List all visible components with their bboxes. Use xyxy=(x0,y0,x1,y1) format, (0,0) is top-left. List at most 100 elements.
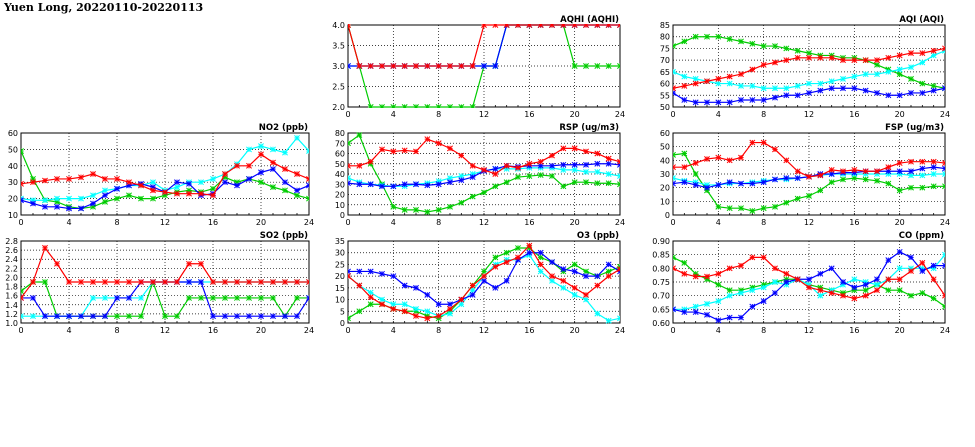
data-point xyxy=(908,158,914,165)
y-tick-label: 35 xyxy=(335,237,345,246)
data-point xyxy=(348,180,351,187)
x-tick-label: 24 xyxy=(615,326,625,335)
data-point xyxy=(919,289,926,296)
data-point xyxy=(862,168,869,175)
data-point xyxy=(447,145,453,152)
y-tick-label: 40 xyxy=(8,162,18,171)
data-point xyxy=(78,313,84,320)
data-point xyxy=(401,181,408,188)
data-point xyxy=(30,179,36,186)
y-tick-label: 50 xyxy=(660,143,670,152)
data-point xyxy=(942,251,945,258)
data-point xyxy=(21,180,24,187)
data-point xyxy=(198,279,204,285)
data-point xyxy=(594,310,601,317)
data-point xyxy=(469,282,476,289)
x-tick-label: 4 xyxy=(391,110,396,119)
series-line xyxy=(348,136,620,177)
data-point xyxy=(126,294,132,301)
data-point xyxy=(356,132,363,139)
data-point xyxy=(673,85,676,92)
data-point xyxy=(54,313,60,320)
x-tick-label: 24 xyxy=(304,326,314,335)
data-point xyxy=(526,249,533,256)
data-point xyxy=(258,179,264,186)
data-point xyxy=(222,313,228,320)
data-point xyxy=(840,57,846,64)
data-point xyxy=(560,266,567,273)
data-point xyxy=(583,273,589,280)
data-point xyxy=(413,63,419,69)
data-point xyxy=(210,313,216,320)
data-point xyxy=(681,82,688,89)
y-tick-label: 60 xyxy=(8,129,18,138)
data-point xyxy=(617,315,620,322)
data-point xyxy=(794,92,801,99)
data-point xyxy=(78,174,84,181)
y-tick-label: 0 xyxy=(340,319,345,328)
data-point xyxy=(726,157,733,164)
x-tick-label: 0 xyxy=(345,218,350,227)
x-tick-label: 12 xyxy=(160,218,170,227)
x-tick-label: 20 xyxy=(570,110,580,119)
data-point xyxy=(246,294,252,301)
x-tick-label: 24 xyxy=(940,110,950,119)
data-point xyxy=(390,305,397,312)
data-point xyxy=(162,189,168,195)
y-tick-label: 3.5 xyxy=(332,42,345,51)
data-point xyxy=(306,148,309,154)
y-tick-label: 30 xyxy=(660,170,670,179)
data-point xyxy=(806,50,812,57)
data-point xyxy=(537,158,544,165)
data-point xyxy=(458,296,465,303)
chart-title: O3 (ppb) xyxy=(577,231,619,241)
data-point xyxy=(367,104,374,108)
data-point xyxy=(760,298,767,305)
data-point xyxy=(424,315,431,322)
data-point xyxy=(549,277,555,284)
data-point xyxy=(174,313,180,320)
data-point xyxy=(78,205,84,212)
data-point xyxy=(896,160,903,167)
y-tick-label: 0.90 xyxy=(652,237,670,246)
data-point xyxy=(583,268,589,275)
data-point xyxy=(749,207,756,214)
data-point xyxy=(114,294,120,301)
data-point xyxy=(874,281,880,288)
x-tick-label: 0 xyxy=(345,110,350,119)
data-point xyxy=(210,175,216,182)
data-point xyxy=(862,87,869,94)
data-point xyxy=(306,279,309,285)
data-point xyxy=(571,268,578,275)
data-point xyxy=(840,176,846,183)
y-tick-label: 10 xyxy=(335,296,345,305)
x-tick-label: 0 xyxy=(18,218,23,227)
series-line xyxy=(21,151,309,199)
data-point xyxy=(942,85,945,92)
x-tick-label: 8 xyxy=(761,218,766,227)
data-point xyxy=(560,161,567,168)
data-point xyxy=(246,313,252,320)
x-tick-label: 16 xyxy=(849,110,859,119)
data-point xyxy=(458,63,465,69)
data-point xyxy=(348,315,351,322)
data-point xyxy=(715,317,722,324)
data-point xyxy=(715,80,722,87)
x-tick-label: 24 xyxy=(940,218,950,227)
series-line xyxy=(673,85,945,106)
data-point xyxy=(549,173,555,180)
data-point xyxy=(458,199,465,206)
y-tick-label: 30 xyxy=(8,178,18,187)
data-point xyxy=(306,182,309,189)
data-point xyxy=(356,282,363,289)
data-point xyxy=(817,292,824,299)
data-point xyxy=(862,287,869,294)
data-point xyxy=(549,24,555,28)
data-point xyxy=(138,279,144,285)
y-tick-label: 1.8 xyxy=(5,283,18,292)
data-point xyxy=(738,289,744,296)
data-point xyxy=(726,292,733,299)
data-point xyxy=(726,99,733,106)
data-point xyxy=(772,94,778,101)
data-point xyxy=(583,24,589,28)
